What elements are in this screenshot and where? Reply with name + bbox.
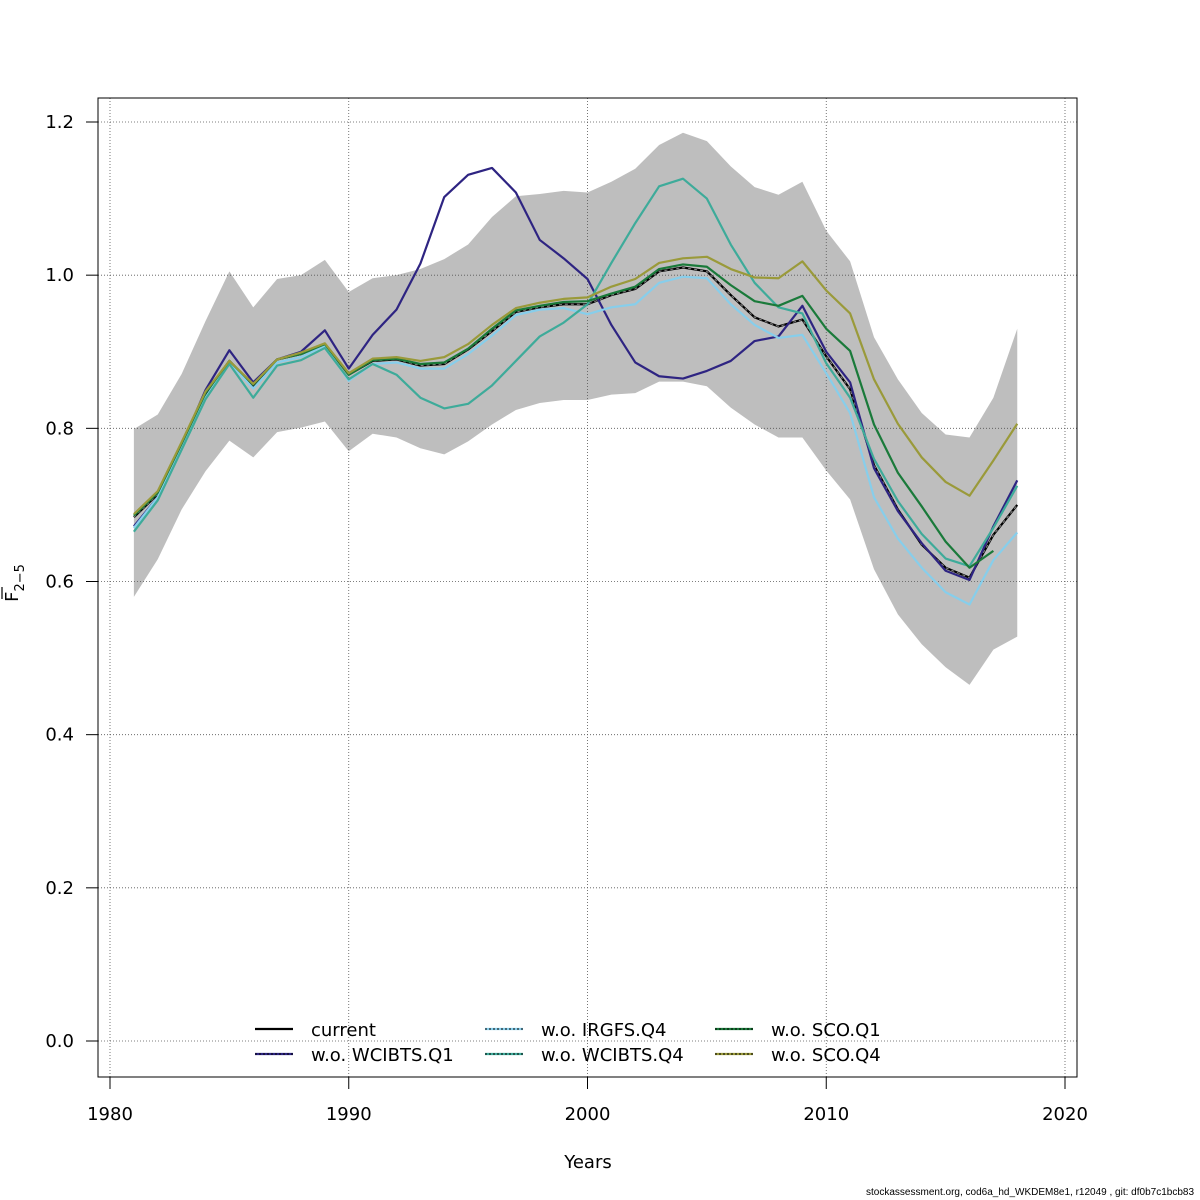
- y-tick-label: 0.2: [45, 878, 74, 899]
- series-line-5: [133, 255, 1019, 515]
- y-tick-label: 1.0: [45, 265, 74, 286]
- legend-item: w.o. SCO.Q4: [715, 1045, 881, 1066]
- legend-label: current: [311, 1020, 376, 1041]
- y-tick-label: 0.4: [45, 725, 74, 746]
- y-axis-title-sub: 2−5: [13, 564, 28, 591]
- x-axis-title: Years: [563, 1152, 612, 1173]
- legend-label: w.o. SCO.Q4: [771, 1045, 881, 1066]
- x-tick-label: 2010: [803, 1104, 849, 1125]
- x-tick-label: 1980: [87, 1104, 133, 1125]
- x-tick-label: 1990: [326, 1104, 372, 1125]
- footer-credit: stockassessment.org, cod6a_hd_WKDEM8e1, …: [866, 1187, 1194, 1198]
- y-axis-title-main: F: [2, 592, 23, 602]
- x-axis: 1980 1990 2000 2010 2020: [87, 1077, 1088, 1125]
- legend-label: w.o. SCO.Q1: [771, 1020, 881, 1041]
- legend-label: w.o. WCIBTS.Q1: [311, 1045, 454, 1066]
- confidence-band: [133, 132, 1018, 685]
- y-tick-label: 1.2: [45, 112, 74, 133]
- series-layer: [132, 166, 1019, 606]
- confidence-band-layer: [133, 132, 1018, 685]
- series-line-2: [133, 275, 1019, 606]
- y-axis-title: F2−5: [1, 564, 28, 602]
- x-tick-label: 2000: [565, 1104, 611, 1125]
- legend: current w.o. WCIBTS.Q1 w.o. IRGFS.Q4 w.o. W…: [255, 1020, 881, 1066]
- y-tick-label: 0.8: [45, 418, 74, 439]
- y-axis: 0.0 0.2 0.4 0.6 0.8 1.0 1.2: [45, 112, 98, 1052]
- grid-layer: [98, 98, 1077, 1077]
- legend-item: current: [255, 1020, 376, 1041]
- x-tick-label: 2020: [1042, 1104, 1088, 1125]
- legend-item: w.o. IRGFS.Q4: [485, 1020, 667, 1041]
- legend-item: w.o. WCIBTS.Q1: [255, 1045, 454, 1066]
- legend-label: w.o. WCIBTS.Q4: [541, 1045, 684, 1066]
- legend-item: w.o. WCIBTS.Q4: [485, 1045, 684, 1066]
- legend-label: w.o. IRGFS.Q4: [541, 1020, 667, 1041]
- series-line-3: [132, 177, 1019, 568]
- y-tick-label: 0.0: [45, 1031, 74, 1052]
- svg-text:F2−5: F2−5: [2, 564, 28, 602]
- y-tick-label: 0.6: [45, 572, 74, 593]
- legend-item: w.o. SCO.Q1: [715, 1020, 881, 1041]
